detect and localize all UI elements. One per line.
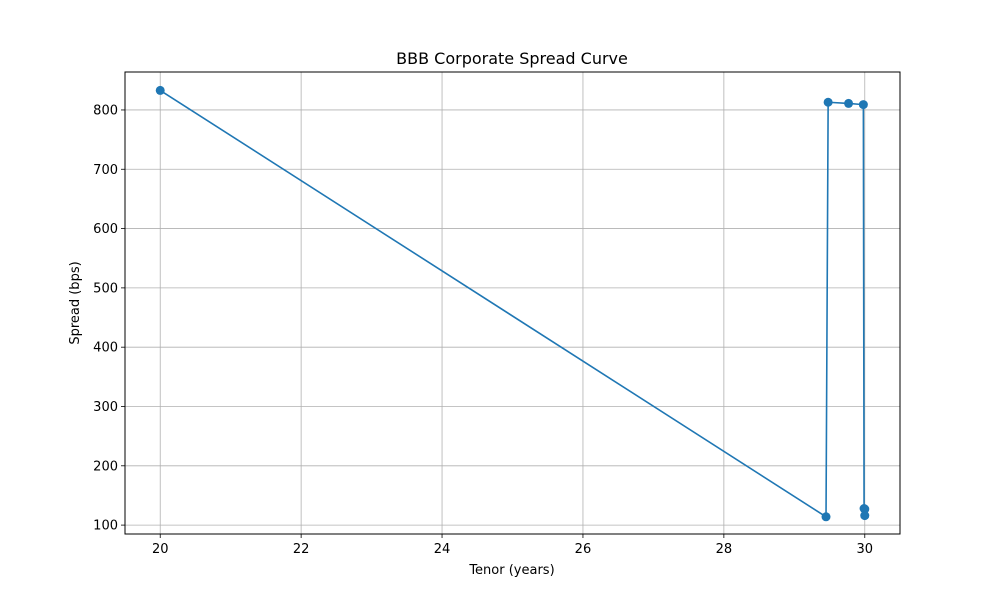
chart-title: BBB Corporate Spread Curve (396, 49, 628, 68)
x-tick-label: 22 (293, 542, 310, 557)
y-tick-label: 400 (93, 341, 118, 356)
y-tick-label: 500 (93, 281, 118, 296)
x-tick-label: 28 (716, 542, 733, 557)
data-point (821, 512, 831, 522)
data-point (844, 98, 854, 108)
ticks-layer: 20 22 24 26 28 30 100 200 300 400 500 600 700 800 (93, 103, 873, 557)
y-tick-label: 700 (93, 163, 118, 178)
x-axis-label: Tenor (years) (468, 563, 554, 578)
x-tick-label: 30 (856, 542, 873, 557)
data-point (858, 100, 868, 110)
y-tick-label: 600 (93, 222, 118, 237)
y-tick-label: 300 (93, 400, 118, 415)
data-point (823, 97, 833, 107)
x-tick-label: 24 (434, 542, 451, 557)
data-point (860, 504, 870, 514)
plot-frame (124, 71, 901, 535)
y-tick-label: 100 (93, 519, 118, 534)
x-tick-label: 26 (575, 542, 592, 557)
grid (125, 72, 900, 534)
data-point (155, 85, 165, 95)
y-tick-label: 200 (93, 459, 118, 474)
y-tick-label: 800 (93, 103, 118, 118)
series-layer (155, 85, 870, 522)
y-axis-label: Spread (bps) (68, 261, 83, 344)
x-tick-label: 20 (152, 542, 169, 557)
data-point (860, 511, 870, 521)
